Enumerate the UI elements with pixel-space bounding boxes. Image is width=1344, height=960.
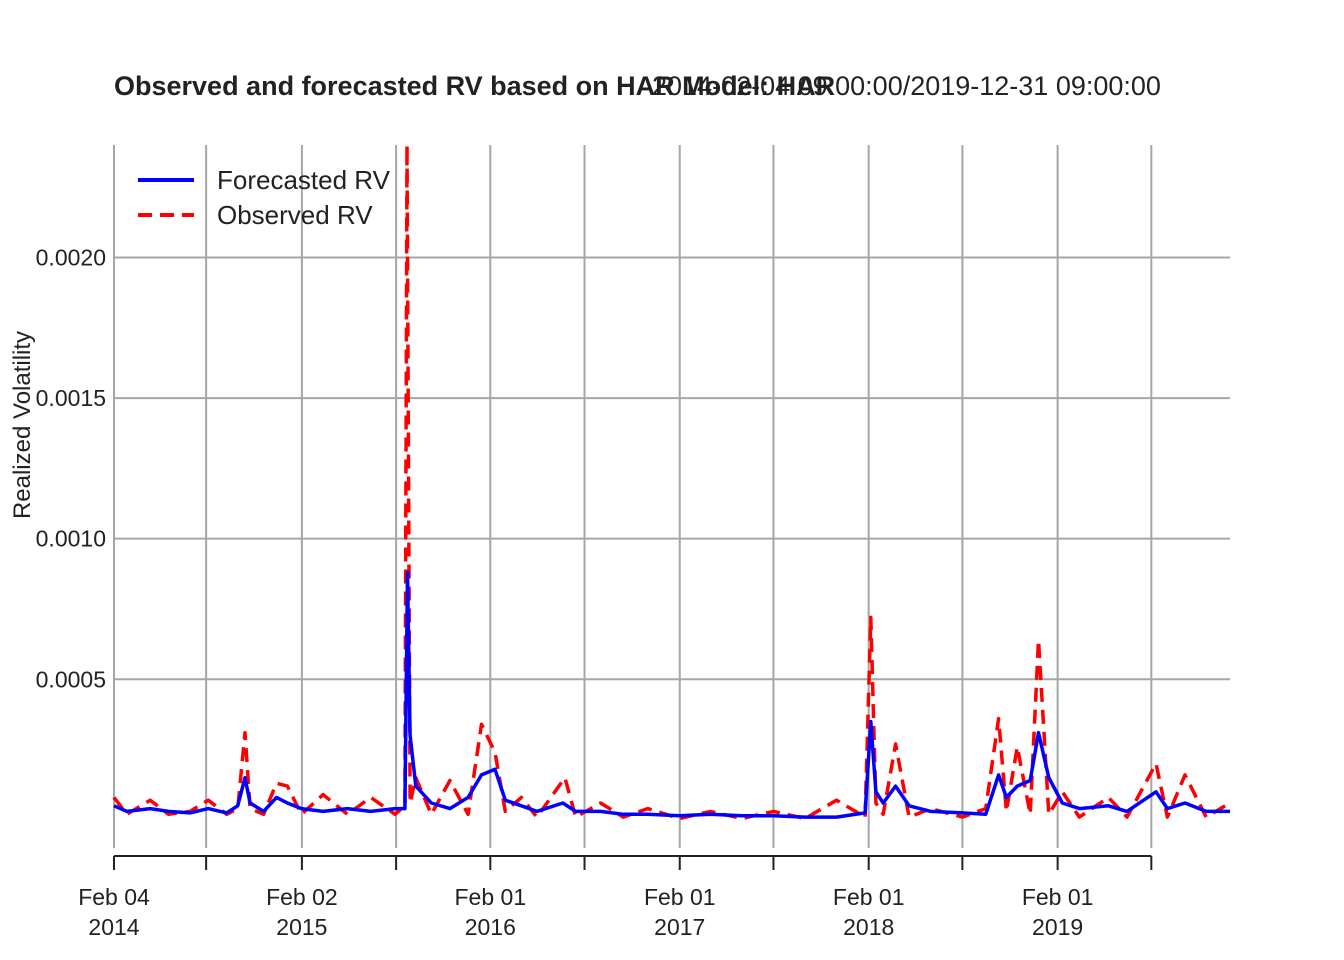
chart-title: Observed and forecasted RV based on HAR … [114,71,835,101]
y-tick-label: 0.0020 [36,244,106,270]
series-forecasted-rv [113,570,1230,819]
x-axis: Feb 04 2014 Feb 02 2015 Feb 01 2016 Feb 01 2017… [78,855,1153,940]
y-tick-label: 0.0010 [36,526,106,552]
x-tick-label: Feb 01 [833,884,905,910]
y-axis: 0.0005 0.0010 0.0015 0.0020 [36,244,106,692]
x-tick-label-year: 2015 [276,914,327,940]
legend: Forecasted RV Observed RV [138,165,391,230]
x-tick-label: Feb 04 [78,884,150,910]
series-lines [112,143,1231,821]
chart-subtitle: 2014-02-04 09:00:00/2019-12-31 09:00:00 [652,71,1161,101]
x-tick-label-year: 2018 [843,914,894,940]
x-tick-label-year: 2019 [1032,914,1083,940]
legend-label-observed: Observed RV [217,200,373,230]
x-tick-label-year: 2016 [465,914,516,940]
x-tick-label: Feb 02 [266,884,338,910]
x-tick-label: Feb 01 [455,884,527,910]
y-tick-label: 0.0015 [36,385,106,411]
y-axis-title: Realized Volatility [9,331,36,519]
x-tick-label: Feb 01 [1022,884,1094,910]
x-tick-label: Feb 01 [644,884,716,910]
legend-label-forecasted: Forecasted RV [217,165,391,195]
grid-lines [113,145,1230,848]
x-tick-label-year: 2017 [654,914,705,940]
y-tick-label: 0.0005 [36,666,106,692]
x-tick-label-year: 2014 [88,914,139,940]
